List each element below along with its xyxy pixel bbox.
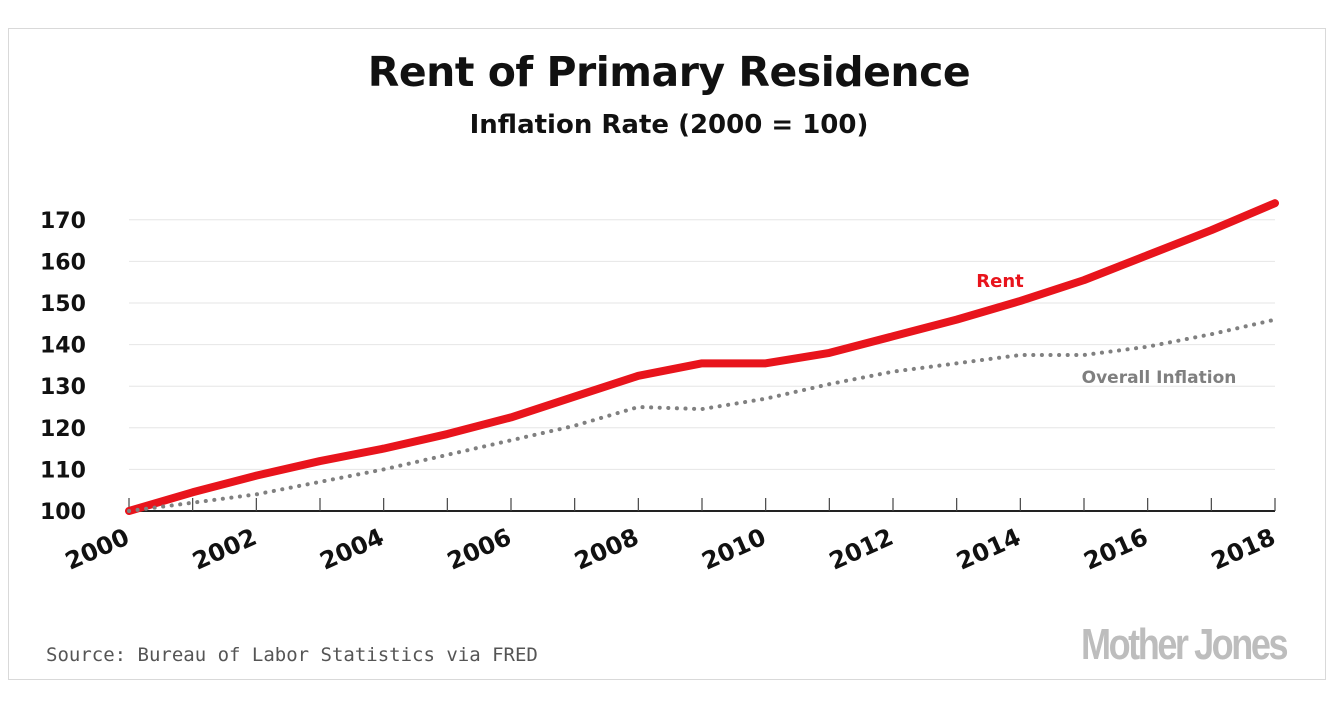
x-tick-label: 2004: [316, 523, 388, 576]
chart-title: Rent of Primary Residence: [367, 48, 971, 96]
x-tick-label: 2006: [443, 523, 515, 576]
x-tick-label: 2002: [188, 523, 260, 576]
x-tick-label: 2016: [1080, 523, 1152, 576]
x-tick-label: 2014: [952, 523, 1024, 576]
brand-logo: Mother Jones: [1080, 620, 1288, 669]
series-label-overall-inflation: Overall Inflation: [1082, 368, 1237, 388]
series-line-rent: [125, 199, 1279, 515]
y-tick-label: 110: [40, 458, 86, 483]
series-line-overall-inflation: [127, 317, 1277, 513]
x-tick-label: 2018: [1207, 523, 1279, 576]
chart-frame: [8, 28, 1326, 680]
y-tick-label: 140: [40, 334, 86, 359]
series-label-rent: Rent: [976, 271, 1024, 292]
y-tick-label: 130: [40, 375, 86, 400]
x-tick-label: 2000: [61, 523, 133, 576]
chart-subtitle: Inflation Rate (2000 = 100): [469, 110, 869, 140]
y-tick-label: 100: [40, 500, 86, 525]
y-tick-label: 160: [40, 250, 86, 275]
y-tick-label: 150: [40, 292, 86, 317]
x-tick-label: 2008: [570, 523, 642, 576]
source-note: Source: Bureau of Labor Statistics via F…: [46, 644, 538, 666]
y-tick-label: 120: [40, 417, 86, 442]
x-tick-label: 2010: [698, 523, 770, 576]
x-tick-label: 2012: [825, 523, 897, 576]
y-tick-label: 170: [40, 209, 86, 234]
